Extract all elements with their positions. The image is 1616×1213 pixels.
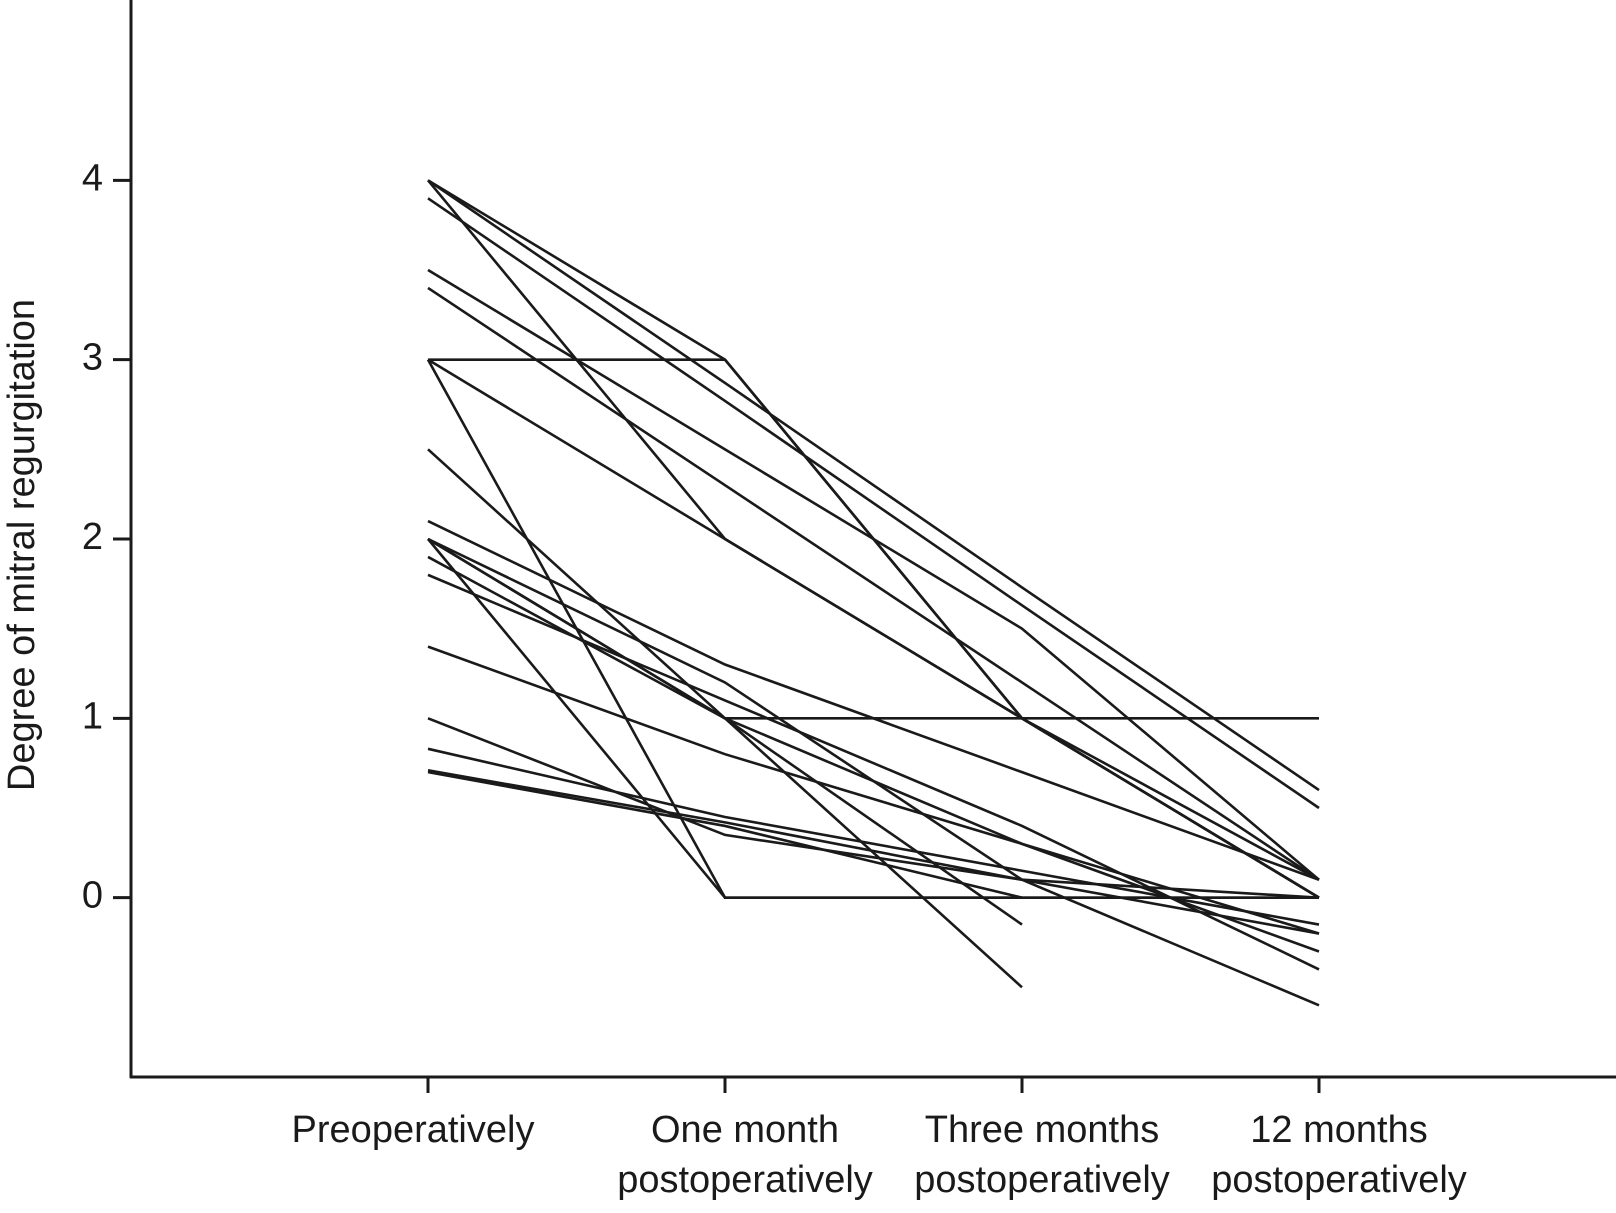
series-line (427, 358, 1320, 899)
y-tick-label: 2 (82, 516, 103, 558)
series-line (427, 770, 1023, 899)
series-line (427, 769, 1320, 899)
x-tick-label: One month postoperatively (617, 1109, 873, 1201)
series-line (427, 179, 1320, 792)
series-line (426, 538, 1319, 899)
y-tick-label: 3 (82, 337, 103, 379)
y-tick-label: 1 (82, 695, 103, 737)
series-line (427, 268, 1320, 881)
y-axis-label: Degree of mitral regurgitation (1, 299, 43, 791)
y-tick-label: 4 (82, 157, 103, 199)
y-tick-label: 0 (82, 875, 103, 917)
x-tick-label: Three months postoperatively (914, 1109, 1170, 1201)
series-line (427, 519, 1320, 881)
series-line (427, 537, 1320, 935)
series-line (427, 717, 1320, 1007)
series-line (427, 197, 1320, 810)
series-line (427, 286, 1320, 881)
x-tick-label: Preoperatively (291, 1109, 535, 1151)
series-line (427, 179, 1320, 881)
x-tick-label: 12 months postoperatively (1211, 1109, 1467, 1201)
